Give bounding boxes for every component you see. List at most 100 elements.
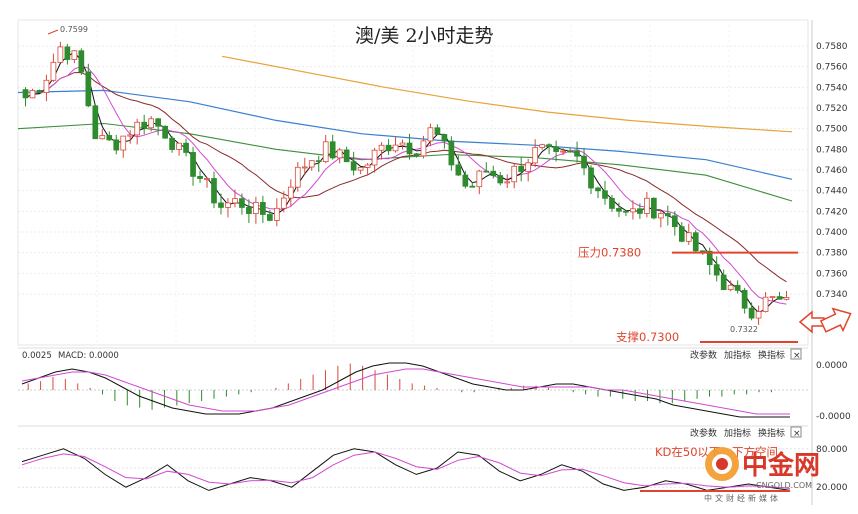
candle-body bbox=[462, 174, 469, 187]
candle-body bbox=[106, 135, 113, 141]
macd-panel: 0.0025 MACD: 0.0000 0.0000 -0.0000 bbox=[18, 347, 851, 422]
candle-body bbox=[574, 150, 580, 157]
candle-body bbox=[755, 311, 762, 319]
price-tick-label: 0.7500 bbox=[816, 125, 848, 135]
resistance-label: 压力0.7380 bbox=[578, 246, 641, 260]
candle-body bbox=[232, 198, 238, 204]
candle-body bbox=[497, 175, 504, 184]
candle-body bbox=[183, 142, 189, 153]
high-label-leader bbox=[47, 29, 59, 35]
candle-body bbox=[190, 152, 196, 177]
candle-body bbox=[148, 118, 155, 129]
candle-body bbox=[616, 208, 622, 212]
candle-body bbox=[511, 165, 518, 183]
macd-label: MACD: 0.0000 bbox=[58, 351, 119, 361]
candle-body bbox=[769, 296, 776, 298]
price-tick-label: 0.7440 bbox=[816, 187, 848, 197]
macd-close-icon: × bbox=[793, 351, 801, 361]
candle-body bbox=[399, 142, 406, 146]
candle-body bbox=[539, 144, 545, 148]
candle-body bbox=[176, 142, 182, 150]
candle-body bbox=[392, 144, 399, 152]
candle-body bbox=[546, 144, 552, 148]
candle-body bbox=[532, 147, 539, 164]
kd-close-button[interactable] bbox=[790, 426, 802, 438]
candle-body bbox=[99, 135, 106, 140]
candle-body bbox=[253, 201, 259, 214]
annotations: 澳/美 2小时走势 0.7599 压力0.7380 支撑0.7300 0.7322 bbox=[47, 25, 852, 344]
candle-body bbox=[57, 46, 64, 63]
candle-body bbox=[441, 134, 448, 142]
kd-button-1[interactable]: 加指标 bbox=[724, 427, 751, 439]
candle-body bbox=[560, 150, 566, 153]
candle-body bbox=[427, 127, 434, 142]
candle-body bbox=[413, 153, 420, 157]
candle-body bbox=[127, 134, 134, 137]
candle-body bbox=[308, 160, 315, 168]
candle-body bbox=[36, 90, 43, 93]
candle-body bbox=[525, 162, 532, 172]
candle-body bbox=[155, 118, 161, 127]
support-label: 支撑0.7300 bbox=[616, 330, 679, 344]
candle-body bbox=[734, 284, 741, 291]
candle-body bbox=[280, 197, 287, 209]
price-tick-label: 0.7520 bbox=[816, 104, 848, 114]
price-tick-label: 0.7580 bbox=[816, 42, 848, 52]
candle-body bbox=[71, 50, 78, 60]
candle-body bbox=[85, 71, 92, 107]
candle-body bbox=[218, 202, 224, 208]
candle-body bbox=[748, 307, 755, 319]
candle-body bbox=[336, 149, 343, 159]
candle-body bbox=[204, 178, 210, 180]
candle-body bbox=[483, 170, 490, 173]
candle-body bbox=[581, 155, 587, 169]
candle-body bbox=[197, 175, 203, 179]
low-price-label: 0.7322 bbox=[730, 325, 758, 334]
macd-button-0[interactable]: 改参数 bbox=[690, 349, 717, 361]
candle-body bbox=[78, 50, 85, 73]
kd-d-line bbox=[21, 451, 791, 489]
ma-blue-line bbox=[17, 89, 793, 180]
candle-body bbox=[378, 144, 385, 151]
candle-body bbox=[609, 197, 615, 209]
chart-title: 澳/美 2小时走势 bbox=[355, 25, 494, 47]
candle-body bbox=[43, 79, 50, 93]
candle-body bbox=[64, 46, 71, 60]
candle-body bbox=[225, 202, 231, 208]
ma-orange-line bbox=[221, 55, 793, 133]
price-axis: 0.7580 0.7560 0.7540 0.7520 0.7500 0.7480 0.74… bbox=[811, 20, 848, 505]
candle-body bbox=[678, 226, 685, 242]
macd-dif-line bbox=[21, 362, 790, 418]
candle-body bbox=[553, 146, 559, 152]
price-tick-label: 0.7400 bbox=[816, 228, 848, 238]
candle-body bbox=[637, 208, 643, 214]
candle-body bbox=[776, 296, 783, 300]
candle-body bbox=[50, 61, 57, 81]
macd-button-1[interactable]: 加指标 bbox=[724, 349, 751, 361]
kd-button-2[interactable]: 换指标 bbox=[758, 427, 785, 439]
candle-body bbox=[762, 296, 769, 312]
candle-body bbox=[350, 161, 357, 171]
brand-site: CNGOLD.COM bbox=[756, 481, 812, 490]
candle-body bbox=[260, 201, 266, 215]
candle-body bbox=[322, 141, 329, 163]
macd-close-button[interactable] bbox=[790, 348, 802, 360]
candle-body bbox=[671, 215, 678, 228]
candle-body bbox=[267, 214, 273, 221]
price-tick-label: 0.7540 bbox=[816, 83, 848, 93]
macd-button-2[interactable]: 换指标 bbox=[758, 349, 785, 361]
ma-darkred-line bbox=[25, 71, 787, 283]
candle-body bbox=[685, 232, 692, 242]
price-tick-label: 0.7360 bbox=[816, 269, 848, 279]
candle-body bbox=[518, 165, 525, 172]
candle-body bbox=[448, 140, 455, 166]
price-tick-label: 0.7480 bbox=[816, 145, 848, 155]
kd-button-0[interactable]: 改参数 bbox=[690, 427, 717, 439]
candle-body bbox=[120, 135, 127, 151]
candle-body bbox=[630, 208, 636, 213]
candle-body bbox=[476, 170, 483, 188]
candle-body bbox=[273, 207, 280, 221]
